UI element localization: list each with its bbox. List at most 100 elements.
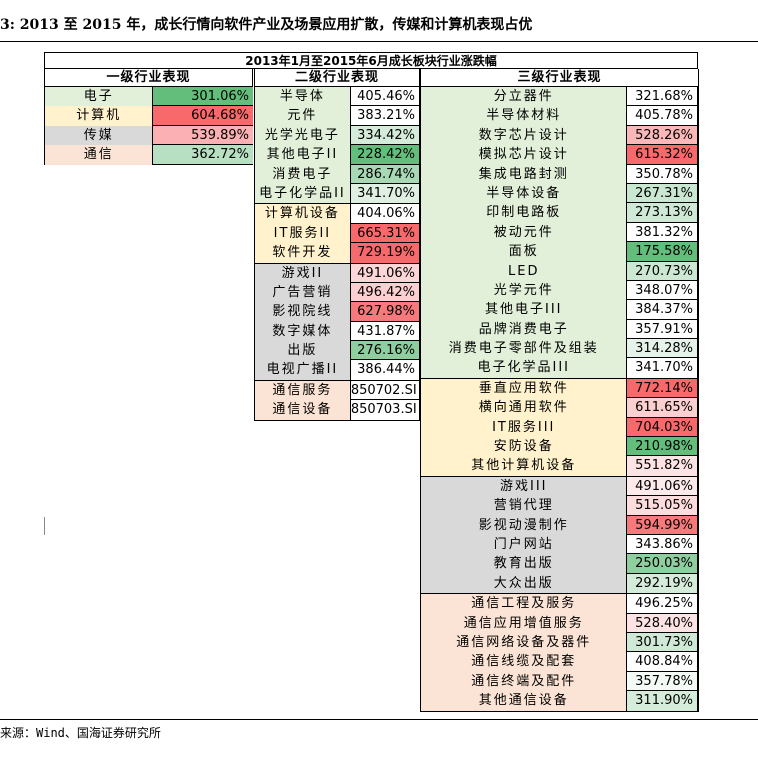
return-value: 270.73% — [626, 261, 698, 281]
return-value: 539.89% — [152, 125, 253, 146]
return-value: 341.70% — [626, 358, 698, 378]
return-value: 334.42% — [349, 125, 419, 146]
level3-group-elec: 分立器件 321.68% 半导体材料 405.78% 数字芯片设计 528.26% 模拟芯片… — [420, 87, 699, 379]
return-value: 350.78% — [626, 164, 698, 184]
industry-name: 品牌消费电子 — [421, 319, 627, 340]
return-value: 250.03% — [626, 554, 698, 574]
table-row: 光学元件 348.07% — [421, 280, 698, 301]
table-row: 半导体材料 405.78% — [421, 106, 698, 126]
industry-name: LED — [421, 261, 627, 281]
return-value: 604.68% — [152, 106, 253, 126]
industry-name: 模拟芯片设计 — [421, 145, 627, 165]
table-row: 分立器件 321.68% — [421, 87, 698, 107]
return-value: 528.26% — [626, 125, 698, 146]
return-value: 665.31% — [349, 223, 419, 244]
industry-name: 教育出版 — [421, 554, 627, 574]
level3-header: 三级行业表现 — [420, 69, 699, 87]
level2-group-media: 游戏II 491.06% 广告营销 496.42% 影视院线 627.98% 数字媒体 431… — [254, 263, 420, 381]
industry-name: 安防设备 — [421, 437, 627, 457]
return-value: 267.31% — [626, 183, 698, 204]
table-row: 安防设备 210.98% — [421, 437, 698, 457]
table-row: 光学光电子 334.42% — [255, 125, 419, 146]
table-row: 通信 362.72% — [44, 145, 253, 165]
industry-name: 印制电路板 — [421, 203, 627, 223]
top-rule — [0, 41, 758, 42]
industry-name: 营销代理 — [421, 496, 627, 516]
table-row: 门户网站 343.86% — [421, 534, 698, 555]
industry-name: 出版 — [255, 341, 350, 361]
industry-name: 电视广播II — [255, 360, 350, 380]
return-value: 850703.SI — [349, 400, 419, 420]
industry-name: 传媒 — [45, 125, 153, 146]
return-value: 611.65% — [626, 398, 698, 418]
table-row: 大众出版 292.19% — [421, 573, 698, 594]
return-value: 357.91% — [626, 319, 698, 340]
table-row: IT服务III 704.03% — [421, 417, 698, 438]
level3-column: 三级行业表现 分立器件 321.68% 半导体材料 405.78% 数字芯片设计 528.… — [420, 69, 699, 712]
return-value: 551.82% — [626, 456, 698, 476]
table-row: 元件 383.21% — [255, 106, 419, 126]
industry-name: 通信 — [45, 145, 153, 165]
return-value: 491.06% — [626, 476, 698, 497]
industry-name: 通信终端及配件 — [421, 671, 627, 692]
level3-group-comp: 垂直应用软件 772.14% 横向通用软件 611.65% IT服务III 704.03%… — [420, 378, 699, 477]
return-value: 175.58% — [626, 242, 698, 262]
return-value: 386.44% — [349, 360, 419, 380]
table-row: 电子化学品II 341.70% — [255, 183, 419, 204]
table-row: 通信终端及配件 357.78% — [421, 671, 698, 692]
table-row: 营销代理 515.05% — [421, 496, 698, 516]
return-value: 321.68% — [626, 87, 698, 107]
table-row: 计算机 604.68% — [44, 106, 253, 126]
table-row: 电子化学品III 341.70% — [421, 358, 698, 378]
return-value: 273.13% — [626, 203, 698, 223]
table-row: 半导体设备 267.31% — [421, 183, 698, 204]
table-row: 其他电子III 384.37% — [421, 300, 698, 320]
level2-group-tele: 通信服务 850702.SI 通信设备 850703.SI — [254, 380, 420, 421]
return-value: 405.78% — [626, 106, 698, 126]
return-value: 341.70% — [349, 183, 419, 204]
industry-name: 光学元件 — [421, 280, 627, 301]
industry-name: 横向通用软件 — [421, 398, 627, 418]
industry-name: IT服务III — [421, 417, 627, 438]
return-value: 314.28% — [626, 339, 698, 359]
table-row: 教育出版 250.03% — [421, 554, 698, 574]
return-value: 850702.SI — [349, 380, 419, 401]
return-value: 311.90% — [626, 691, 698, 711]
table-row: 通信服务 850702.SI — [255, 380, 419, 401]
table-row: 计算机设备 404.06% — [255, 204, 419, 224]
return-value: 615.32% — [626, 145, 698, 165]
industry-name: 游戏II — [255, 263, 350, 283]
industry-name: 电子化学品III — [421, 358, 627, 378]
table-row: 通信线缆及配套 408.84% — [421, 652, 698, 672]
table-row: LED 270.73% — [421, 261, 698, 281]
table-row: 其他通信设备 311.90% — [421, 691, 698, 711]
table-row: 软件开发 729.19% — [255, 243, 419, 263]
return-value: 729.19% — [349, 243, 419, 263]
return-value: 348.07% — [626, 280, 698, 301]
industry-name: IT服务II — [255, 223, 350, 244]
industry-name: 被动元件 — [421, 222, 627, 243]
level2-column: 二级行业表现 半导体 405.46% 元件 383.21% 光学光电子 334.42% 其他… — [254, 69, 420, 421]
table-row: 被动元件 381.32% — [421, 222, 698, 243]
return-value: 528.40% — [626, 613, 698, 633]
return-value: 276.16% — [349, 341, 419, 361]
bottom-rule — [0, 719, 758, 720]
table-row: 影视动漫制作 594.99% — [421, 515, 698, 535]
return-value: 405.46% — [349, 87, 419, 107]
return-value: 404.06% — [349, 204, 419, 224]
industry-name: 元件 — [255, 106, 350, 126]
industry-name: 通信网络设备及器件 — [421, 632, 627, 653]
level2-group-comp: 计算机设备 404.06% IT服务II 665.31% 软件开发 729.19% — [254, 204, 420, 264]
industry-name: 广告营销 — [255, 282, 350, 303]
industry-name: 软件开发 — [255, 243, 350, 263]
industry-name: 通信服务 — [255, 380, 350, 401]
return-value: 228.42% — [349, 145, 419, 165]
table-row: 通信应用增值服务 528.40% — [421, 613, 698, 633]
return-value: 515.05% — [626, 496, 698, 516]
industry-name: 消费电子 — [255, 164, 350, 184]
industry-name: 面板 — [421, 242, 627, 262]
industry-name: 通信设备 — [255, 400, 350, 420]
left-margin-mark — [44, 517, 45, 535]
table-row: 广告营销 496.42% — [255, 282, 419, 303]
industry-name: 半导体设备 — [421, 183, 627, 204]
